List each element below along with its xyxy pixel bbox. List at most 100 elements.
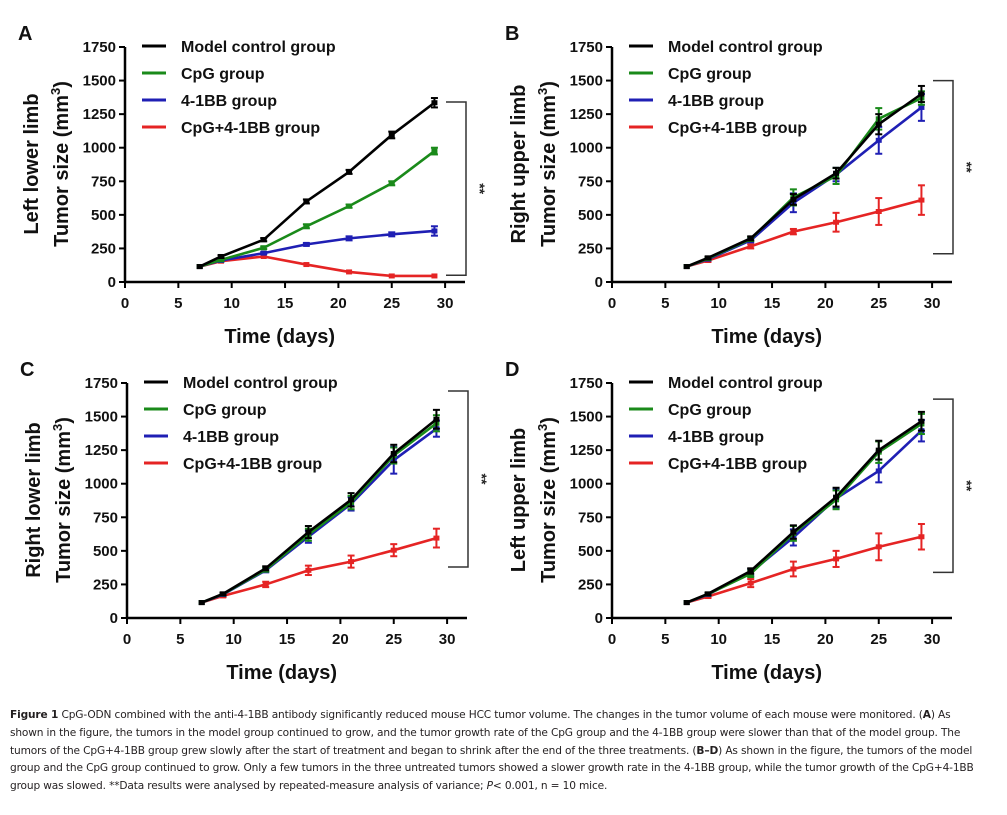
data-point (833, 219, 840, 225)
data-point (388, 180, 395, 186)
data-point (431, 273, 438, 279)
y-tick-label: 500 (91, 207, 116, 224)
x-tick-label: 25 (385, 631, 402, 648)
y-tick-label: 1250 (85, 442, 118, 459)
y-axis-title-line1: Right lower limb (23, 422, 45, 578)
x-axis-title: Time (days) (226, 662, 337, 684)
y-tick-label: 1500 (570, 73, 603, 90)
y-tick-label: 1500 (85, 409, 118, 426)
legend-label: 4-1BB group (183, 429, 279, 446)
series-line-cpg-4-1bb-group (201, 536, 437, 604)
data-point (875, 544, 882, 550)
x-tick-label: 10 (710, 631, 727, 648)
x-tick-label: 20 (332, 631, 349, 648)
data-point (390, 451, 397, 456)
significance-label: ** (472, 183, 488, 194)
y-tick-label: 0 (108, 274, 116, 291)
y-tick-label: 1250 (83, 106, 116, 123)
legend-label: CpG+4-1BB group (181, 120, 320, 137)
y-axis-title-superscript: 3 (535, 88, 550, 95)
data-point (260, 245, 267, 251)
significance-bracket (446, 101, 467, 277)
data-point (348, 497, 355, 503)
y-tick-label: 500 (578, 207, 603, 224)
data-point (431, 100, 438, 106)
data-point (683, 600, 690, 606)
y-tick-label: 250 (578, 240, 603, 257)
data-point (388, 273, 395, 279)
y-tick-label: 750 (91, 173, 116, 190)
x-tick-label: 5 (661, 295, 669, 312)
data-point (433, 535, 440, 541)
y-axis-title-line1: Right upper limb (508, 85, 530, 244)
y-tick-label: 0 (595, 274, 603, 291)
y-tick-label: 0 (110, 610, 118, 627)
data-point (433, 416, 440, 422)
x-tick-label: 25 (383, 295, 400, 312)
legend-label: 4-1BB group (181, 93, 277, 110)
y-axis-title-close: ) (51, 81, 73, 88)
caption-italic-p: P (486, 780, 493, 793)
data-point (683, 264, 690, 270)
data-point (790, 196, 797, 202)
caption-text-2: ) As shown in the figure, the tumors in … (10, 709, 961, 757)
y-axis-title-line2: Tumor size (mm3) (535, 417, 560, 583)
data-point (260, 253, 267, 259)
x-tick-label: 10 (223, 295, 240, 312)
legend-label: CpG group (668, 402, 752, 419)
x-tick-label: 30 (439, 631, 456, 648)
y-axis-title-line2: Tumor size (mm3) (50, 417, 75, 583)
y-axis-title-line2: Tumor size (mm3) (535, 81, 560, 247)
y-tick-label: 250 (578, 576, 603, 593)
caption-bold-a: A (922, 709, 931, 721)
data-point (833, 556, 840, 562)
y-tick-label: 1250 (570, 442, 603, 459)
y-axis-title-line1: Left lower limb (21, 93, 43, 234)
data-point (196, 264, 203, 270)
y-tick-label: 750 (93, 509, 118, 526)
data-point (346, 235, 353, 241)
y-tick-label: 1750 (83, 39, 116, 56)
series-line-4-1bb-group (199, 229, 435, 268)
legend-label: CpG group (183, 402, 267, 419)
data-point (875, 468, 882, 474)
x-tick-label: 10 (710, 295, 727, 312)
caption-text-4: < 0.001, n = 10 mice. (492, 780, 608, 793)
y-tick-label: 250 (93, 576, 118, 593)
y-tick-label: 750 (578, 173, 603, 190)
legend-label: CpG+4-1BB group (183, 456, 322, 473)
y-tick-label: 1750 (570, 39, 603, 56)
figure-caption: Figure 1 CpG-ODN combined with the anti-… (10, 707, 985, 796)
data-point (348, 559, 355, 565)
legend-label: Model control group (668, 375, 823, 392)
y-tick-label: 1500 (570, 409, 603, 426)
data-point (262, 565, 269, 571)
data-point (747, 580, 754, 586)
x-tick-label: 5 (661, 631, 669, 648)
y-axis-title-close: ) (538, 417, 560, 424)
x-tick-label: 25 (870, 295, 887, 312)
y-tick-label: 1000 (85, 476, 118, 493)
data-point (918, 91, 925, 97)
y-tick-label: 1250 (570, 106, 603, 123)
data-point (388, 132, 395, 138)
panel-a: A Left lower limb Tumor size (mm3) 0 250 500 7… (0, 0, 503, 348)
x-tick-label: 20 (817, 631, 834, 648)
caption-text-3: ) As shown in the figure, the tumors of … (10, 744, 974, 793)
panel-letter: C (20, 359, 34, 381)
data-point (918, 418, 925, 424)
data-point (388, 231, 395, 237)
significance-bracket (933, 398, 954, 574)
x-tick-label: 15 (279, 631, 296, 648)
data-point (346, 203, 353, 209)
y-axis-title-text: Tumor size (mm (538, 95, 560, 247)
x-tick-label: 30 (924, 631, 941, 648)
data-point (303, 198, 310, 204)
y-tick-label: 1000 (570, 476, 603, 493)
data-point (790, 566, 797, 572)
significance-bracket (933, 79, 954, 255)
x-tick-label: 25 (870, 631, 887, 648)
y-axis-title-superscript: 3 (535, 424, 550, 431)
